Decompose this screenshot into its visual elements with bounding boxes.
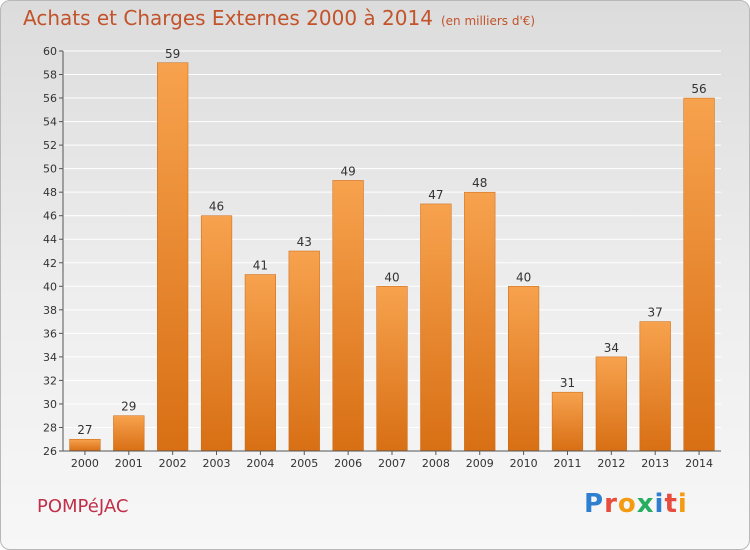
bar <box>200 215 233 452</box>
bar <box>683 97 715 452</box>
logo-letter: t <box>664 489 678 519</box>
y-tick-label: 36 <box>43 327 57 340</box>
y-tick-label: 44 <box>43 233 57 246</box>
proxiti-logo: Proxiti <box>584 489 688 519</box>
logo-letter: i <box>677 489 688 519</box>
y-tick-label: 48 <box>43 186 57 199</box>
bar-value-label: 31 <box>560 376 575 390</box>
bar <box>464 191 496 452</box>
bar-value-label: 37 <box>648 306 663 320</box>
x-tick-label: 2000 <box>71 457 99 470</box>
bar <box>244 274 277 452</box>
y-tick-label: 50 <box>43 163 57 176</box>
chart-title-main: Achats et Charges Externes 2000 à 2014 <box>23 6 433 30</box>
y-tick-label: 40 <box>43 280 57 293</box>
bar-value-label: 49 <box>340 164 355 178</box>
x-tick-label: 2010 <box>510 457 538 470</box>
x-axis: 2000 2001 2002 2003 2004 2005 2006 2007 2008 2009… <box>63 450 721 470</box>
y-tick-label: 34 <box>43 351 57 364</box>
chart-title-unit: (en milliers d'€) <box>440 14 536 28</box>
bar-value-label: 40 <box>516 270 531 284</box>
bar-value-label: 46 <box>209 200 224 214</box>
bar-value-label: 29 <box>121 400 136 414</box>
x-tick-label: 2008 <box>422 457 450 470</box>
y-tick-label: 60 <box>43 45 57 58</box>
y-tick-label: 52 <box>43 139 57 152</box>
x-tick-label: 2005 <box>290 457 318 470</box>
bar <box>595 356 627 452</box>
x-tick-label: 2014 <box>685 457 713 470</box>
y-tick-label: 32 <box>43 374 57 387</box>
bar-value-label: 48 <box>472 176 487 190</box>
bar-value-label: 41 <box>253 259 268 273</box>
bar-value-label: 56 <box>691 82 706 96</box>
y-tick-label: 54 <box>43 116 57 129</box>
bar <box>420 203 452 452</box>
logo-letter: x <box>636 489 655 519</box>
bar-value-label: 47 <box>428 188 443 202</box>
bar <box>288 250 320 452</box>
bar <box>639 321 671 452</box>
x-tick-label: 2004 <box>246 457 274 470</box>
x-tick-label: 2006 <box>334 457 362 470</box>
y-tick-label: 30 <box>43 398 57 411</box>
y-tick-label: 46 <box>43 210 57 223</box>
y-tick-label: 38 <box>43 304 57 317</box>
y-tick-label: 56 <box>43 92 57 105</box>
x-tick-label: 2003 <box>203 457 231 470</box>
x-tick-label: 2012 <box>597 457 625 470</box>
y-axis: 26 28 30 32 34 36 38 40 42 44 46 48 50 52 54 56 58 60 <box>43 45 64 458</box>
bar <box>332 180 364 452</box>
bar-value-label: 59 <box>165 47 180 61</box>
x-tick-label: 2009 <box>466 457 494 470</box>
y-tick-label: 28 <box>43 421 57 434</box>
bar <box>376 286 408 452</box>
x-tick-label: 2002 <box>159 457 187 470</box>
logo-letter: r <box>604 489 618 519</box>
bar-value-label: 40 <box>384 270 399 284</box>
logo-letter: o <box>617 489 637 519</box>
x-tick-label: 2007 <box>378 457 406 470</box>
y-tick-label: 26 <box>43 445 57 458</box>
bar-value-label: 27 <box>77 423 92 437</box>
chart-title: Achats et Charges Externes 2000 à 2014 (e… <box>23 6 535 30</box>
bar <box>551 391 584 452</box>
bars: 27 29 59 46 41 43 49 40 47 48 40 31 34 37 56 <box>69 47 715 452</box>
bar <box>113 415 145 452</box>
bar <box>507 286 540 452</box>
bar-value-label: 43 <box>297 235 312 249</box>
bar <box>157 62 189 452</box>
x-tick-label: 2001 <box>115 457 143 470</box>
commune-name: POMPéJAC <box>37 496 129 517</box>
y-tick-label: 42 <box>43 257 57 270</box>
x-tick-label: 2011 <box>553 457 581 470</box>
y-tick-label: 58 <box>43 69 57 82</box>
bar <box>69 438 101 452</box>
logo-letter: P <box>584 489 605 519</box>
bar-value-label: 34 <box>604 341 619 355</box>
x-tick-label: 2013 <box>641 457 669 470</box>
logo-letter: i <box>654 489 665 519</box>
